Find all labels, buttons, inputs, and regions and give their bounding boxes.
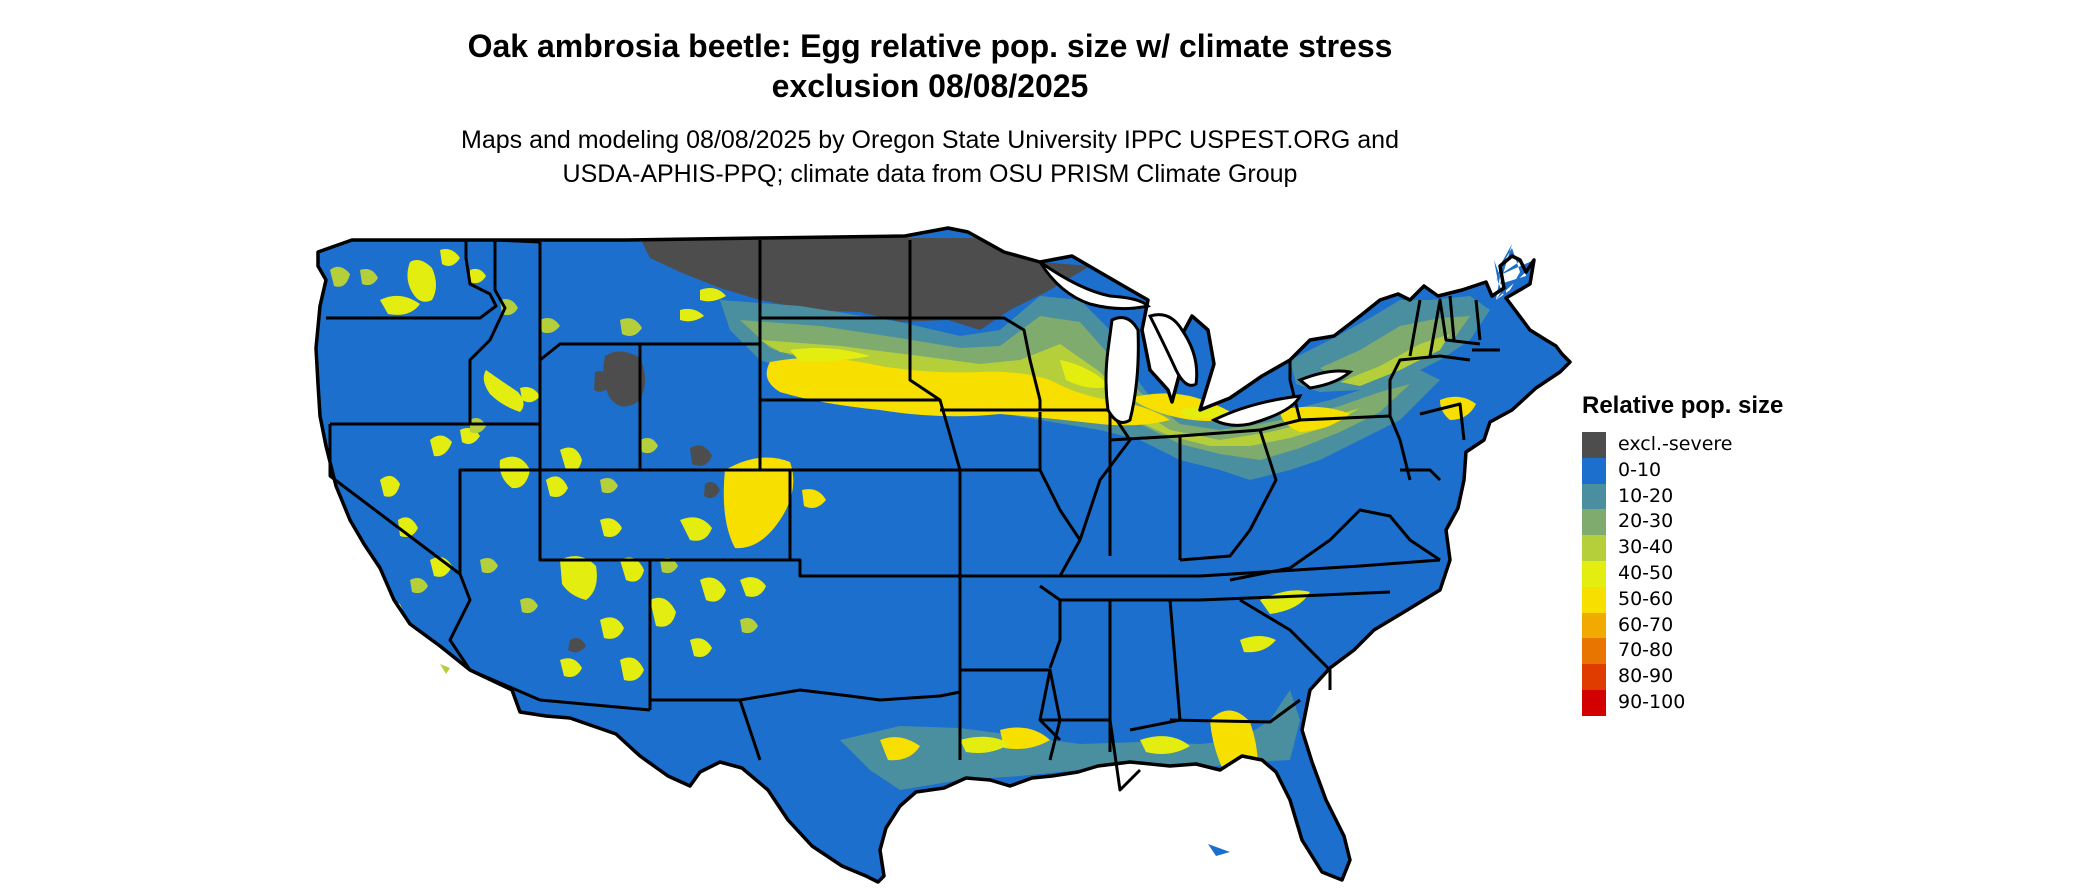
legend-label: 50-60 <box>1618 587 1674 610</box>
state-borders <box>326 238 1500 792</box>
map-title-line1: Oak ambrosia beetle: Egg relative pop. s… <box>467 28 1393 64</box>
legend-label: 40-50 <box>1618 562 1674 584</box>
map-subtitle-line2: USDA-APHIS-PPQ; climate data from OSU PR… <box>562 160 1298 188</box>
legend-swatch <box>1582 690 1606 716</box>
legend-swatch <box>1582 586 1606 613</box>
legend-label: 10-20 <box>1618 484 1674 507</box>
band-50-60 <box>723 357 1476 794</box>
legend-swatch <box>1582 561 1606 587</box>
legend-label: 80-90 <box>1618 665 1674 688</box>
channel-islands <box>440 664 450 674</box>
legend-label: 70-80 <box>1618 639 1674 662</box>
legend-label: 0-10 <box>1618 458 1662 481</box>
legend-label: 20-30 <box>1618 510 1674 533</box>
legend-swatch <box>1582 432 1606 458</box>
legend-label: 30-40 <box>1618 536 1674 559</box>
excluded-region <box>568 238 1090 653</box>
legend-label: 90-100 <box>1618 691 1686 713</box>
legend-swatch <box>1582 457 1606 484</box>
legend-swatch <box>1582 535 1606 561</box>
us-outline <box>314 226 1572 884</box>
great-lakes <box>1038 260 1354 427</box>
legend-swatch <box>1582 509 1606 536</box>
florida-keys <box>1208 844 1230 856</box>
band-40-50 <box>790 348 1310 754</box>
legend-swatch <box>1582 664 1606 690</box>
legend-swatch <box>1582 612 1606 639</box>
legend-swatch <box>1582 638 1606 665</box>
legend-label: excl.-severe <box>1618 433 1733 455</box>
map-title-line2: exclusion 08/08/2025 <box>771 68 1089 104</box>
map-subtitle-line1: Maps and modeling 08/08/2025 by Oregon S… <box>461 126 1399 154</box>
legend-swatch <box>1582 483 1606 510</box>
legend-title: Relative pop. size <box>1582 392 1784 419</box>
west-mild-patches <box>330 266 758 634</box>
legend-label: 60-70 <box>1618 613 1674 636</box>
